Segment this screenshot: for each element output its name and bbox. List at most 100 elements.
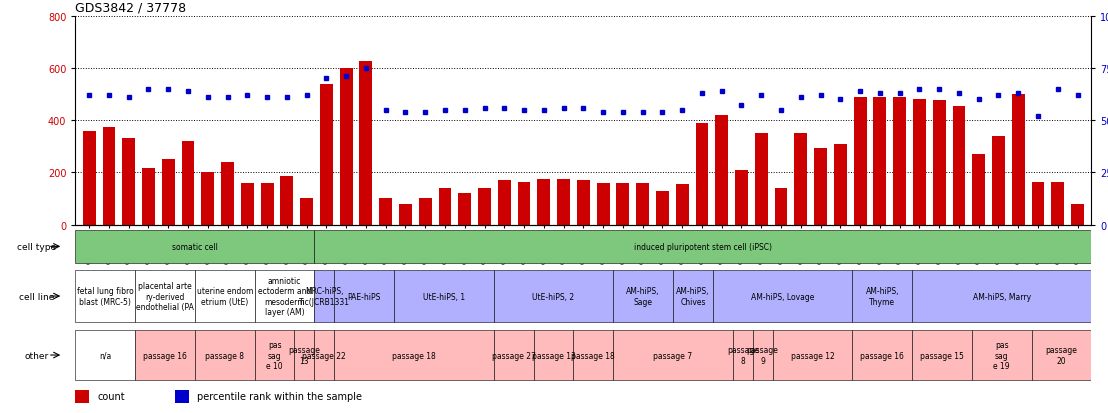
Bar xyxy=(494,270,613,323)
Bar xyxy=(676,185,689,225)
Bar xyxy=(574,330,613,380)
Bar xyxy=(534,330,574,380)
Bar xyxy=(255,330,295,380)
Text: uterine endom
etrium (UtE): uterine endom etrium (UtE) xyxy=(196,287,253,306)
Bar xyxy=(142,169,155,225)
Bar xyxy=(616,183,629,225)
Text: PAE-hiPS: PAE-hiPS xyxy=(348,292,381,301)
Bar xyxy=(656,191,669,225)
Bar xyxy=(557,180,570,225)
Bar xyxy=(195,270,255,323)
Text: passage
8: passage 8 xyxy=(727,346,759,365)
Bar xyxy=(75,390,90,403)
Bar xyxy=(399,204,412,225)
Bar xyxy=(255,270,315,323)
Bar xyxy=(335,330,494,380)
Bar xyxy=(712,270,852,323)
Bar xyxy=(577,181,589,225)
Bar xyxy=(755,134,768,225)
Text: GDS3842 / 37778: GDS3842 / 37778 xyxy=(75,1,186,14)
Text: AM-hiPS,
Chives: AM-hiPS, Chives xyxy=(676,287,710,306)
Bar xyxy=(135,270,195,323)
Text: passage 18: passage 18 xyxy=(392,351,435,360)
Bar xyxy=(774,189,788,225)
Text: n/a: n/a xyxy=(99,351,111,360)
Bar xyxy=(320,84,332,225)
Bar xyxy=(537,180,551,225)
Bar xyxy=(497,181,511,225)
Bar xyxy=(873,97,886,225)
Text: cell line: cell line xyxy=(19,292,54,301)
Bar xyxy=(913,100,926,225)
Bar xyxy=(893,97,906,225)
Text: pas
sag
e 19: pas sag e 19 xyxy=(994,340,1010,370)
Bar xyxy=(295,330,315,380)
Text: AM-hiPS, Lovage: AM-hiPS, Lovage xyxy=(751,292,814,301)
Bar xyxy=(340,69,352,225)
Text: passage 13: passage 13 xyxy=(532,351,575,360)
Bar xyxy=(75,230,315,263)
Text: passage 22: passage 22 xyxy=(302,351,346,360)
Bar xyxy=(280,177,294,225)
Bar xyxy=(182,142,194,225)
Bar xyxy=(973,155,985,225)
Bar xyxy=(696,123,708,225)
Bar xyxy=(794,134,808,225)
Text: MRC-hiPS,
Tic(JCRB1331: MRC-hiPS, Tic(JCRB1331 xyxy=(299,287,350,306)
Text: passage 12: passage 12 xyxy=(791,351,834,360)
Text: other: other xyxy=(24,351,49,360)
Bar xyxy=(459,194,471,225)
Bar xyxy=(1051,182,1064,225)
Bar xyxy=(122,139,135,225)
Text: passage 27: passage 27 xyxy=(492,351,535,360)
Bar xyxy=(135,330,195,380)
Bar xyxy=(478,189,491,225)
Bar xyxy=(103,127,115,225)
Text: induced pluripotent stem cell (iPSC): induced pluripotent stem cell (iPSC) xyxy=(634,242,772,251)
Text: pas
sag
e 10: pas sag e 10 xyxy=(266,340,283,370)
Bar xyxy=(912,330,972,380)
Bar xyxy=(752,330,772,380)
Bar xyxy=(175,390,188,403)
Bar xyxy=(83,131,95,225)
Bar xyxy=(300,199,314,225)
Bar xyxy=(202,173,214,225)
Text: cell type: cell type xyxy=(17,242,57,251)
Text: passage 7: passage 7 xyxy=(654,351,692,360)
Bar xyxy=(1032,330,1091,380)
Bar xyxy=(852,330,912,380)
Bar xyxy=(315,270,335,323)
Bar xyxy=(494,330,534,380)
Text: percentile rank within the sample: percentile rank within the sample xyxy=(197,392,362,401)
Text: AM-hiPS,
Thyme: AM-hiPS, Thyme xyxy=(865,287,899,306)
Bar xyxy=(613,330,732,380)
Bar xyxy=(853,97,866,225)
Text: fetal lung fibro
blast (MRC-5): fetal lung fibro blast (MRC-5) xyxy=(76,287,134,306)
Text: passage 16: passage 16 xyxy=(143,351,187,360)
Bar xyxy=(335,270,394,323)
Text: AM-hiPS,
Sage: AM-hiPS, Sage xyxy=(626,287,660,306)
Text: UtE-hiPS, 1: UtE-hiPS, 1 xyxy=(423,292,465,301)
Bar xyxy=(1012,95,1025,225)
Bar xyxy=(260,183,274,225)
Bar xyxy=(732,330,752,380)
Bar xyxy=(195,330,255,380)
Text: passage 15: passage 15 xyxy=(920,351,964,360)
Text: count: count xyxy=(98,392,125,401)
Text: passage
9: passage 9 xyxy=(747,346,779,365)
Bar xyxy=(814,148,827,225)
Bar xyxy=(517,182,531,225)
Bar xyxy=(379,199,392,225)
Text: placental arte
ry-derived
endothelial (PA: placental arte ry-derived endothelial (P… xyxy=(136,282,194,311)
Bar xyxy=(419,199,432,225)
Bar xyxy=(439,189,451,225)
Text: passage 16: passage 16 xyxy=(860,351,904,360)
Bar xyxy=(315,330,335,380)
Text: passage 18: passage 18 xyxy=(572,351,615,360)
Bar xyxy=(1071,204,1084,225)
Bar xyxy=(673,270,712,323)
Bar xyxy=(992,136,1005,225)
Bar xyxy=(162,160,175,225)
Bar xyxy=(735,170,748,225)
Bar xyxy=(772,330,852,380)
